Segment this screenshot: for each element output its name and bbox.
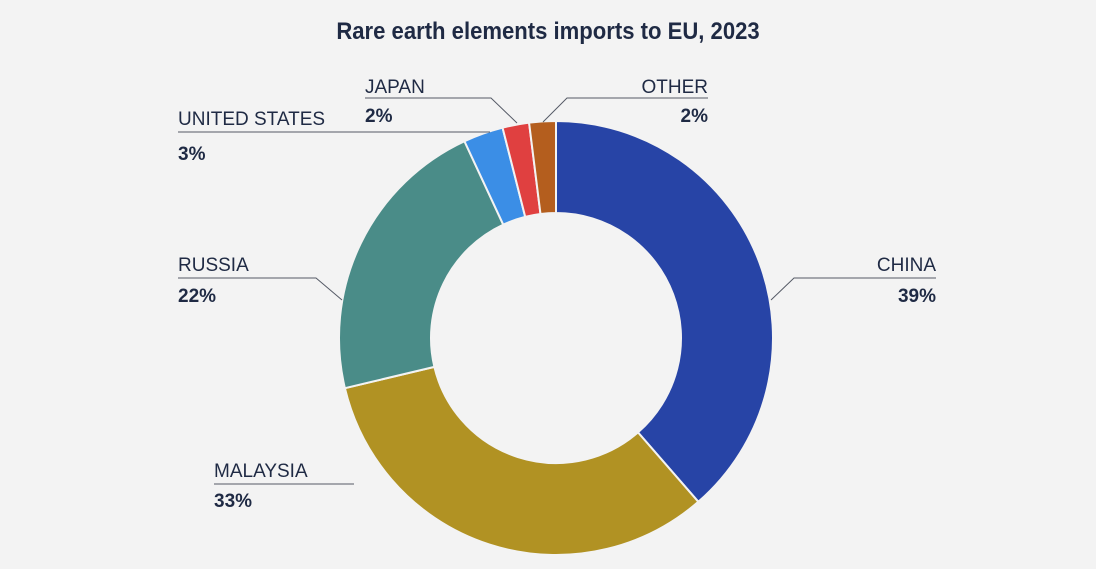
value-label-united-states: 3% bbox=[178, 144, 206, 165]
label-japan: JAPAN bbox=[365, 77, 425, 98]
value-label-china: 39% bbox=[898, 286, 936, 307]
value-label-other: 2% bbox=[681, 106, 709, 127]
chart-title: Rare earth elements imports to EU, 2023 bbox=[336, 18, 760, 45]
slice-malaysia bbox=[343, 365, 700, 556]
label-other: OTHER bbox=[642, 77, 709, 98]
leader-line-china bbox=[770, 277, 936, 301]
label-malaysia: MALAYSIA bbox=[214, 461, 308, 482]
leader-line-russia bbox=[178, 277, 343, 301]
leader-line-japan bbox=[365, 97, 518, 124]
value-label-japan: 2% bbox=[365, 106, 393, 127]
leader-line-other bbox=[542, 97, 708, 123]
slice-other bbox=[527, 119, 557, 216]
label-china: CHINA bbox=[877, 255, 936, 276]
slice-russia bbox=[338, 139, 505, 390]
label-united-states: UNITED STATES bbox=[178, 109, 325, 130]
label-russia: RUSSIA bbox=[178, 255, 249, 276]
value-label-malaysia: 33% bbox=[214, 491, 252, 512]
value-label-russia: 22% bbox=[178, 286, 216, 307]
slice-china bbox=[555, 119, 774, 504]
